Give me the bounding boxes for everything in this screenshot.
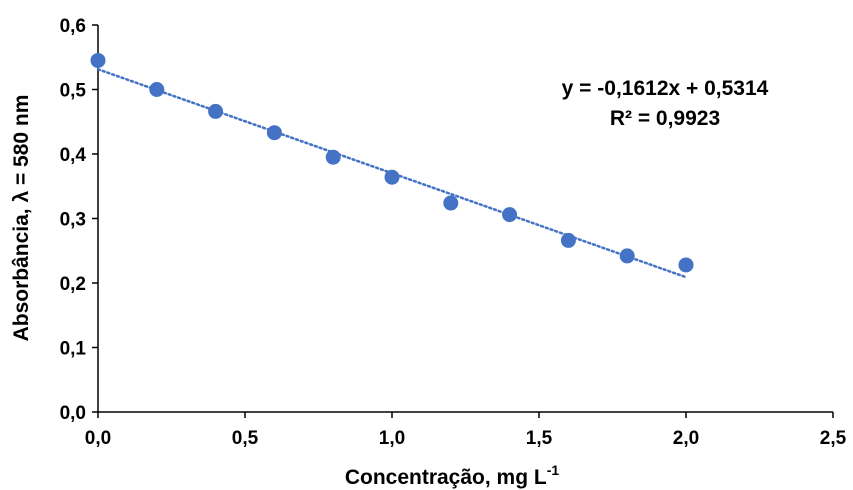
x-tick-label: 2,5: [820, 428, 847, 449]
data-point: [619, 248, 635, 264]
trendline-r2: R² = 0,9923: [610, 107, 720, 130]
x-axis-title: Concentração, mg L-1: [345, 462, 560, 489]
x-tick-label: 1,5: [526, 428, 553, 449]
trendline-equation: y = -0,1612x + 0,5314: [562, 77, 769, 100]
data-point: [384, 169, 400, 185]
x-tick-label: 1,0: [379, 428, 405, 449]
data-point: [443, 195, 459, 211]
y-tick-label: 0,6: [60, 16, 86, 37]
tick-labels: 0,0 0,1 0,2 0,3 0,4 0,5 0,6 0,0 0,5 1,0 1,5 2,0 2,5: [60, 16, 847, 449]
y-axis-title: Absorbância, λ = 580 nm: [10, 95, 33, 342]
tick-marks: [92, 24, 834, 418]
y-tick-label: 0,5: [60, 81, 87, 102]
y-tick-label: 0,2: [60, 274, 86, 295]
data-points: [90, 52, 694, 273]
data-point: [266, 125, 282, 141]
data-point: [678, 257, 694, 273]
y-tick-label: 0,1: [60, 339, 87, 360]
data-point: [149, 82, 165, 97]
data-point: [325, 149, 341, 165]
x-axis-title-superscript: -1: [547, 462, 560, 478]
x-tick-label: 2,0: [673, 428, 699, 449]
y-tick-label: 0,0: [60, 403, 86, 424]
data-point: [560, 232, 576, 248]
y-tick-label: 0,4: [60, 145, 87, 166]
data-point: [90, 52, 106, 68]
data-point: [502, 207, 518, 223]
y-tick-label: 0,3: [60, 210, 86, 231]
x-tick-label: 0,5: [232, 428, 259, 449]
data-point: [208, 103, 224, 119]
x-tick-label: 0,0: [85, 428, 111, 449]
x-axis-title-main: Concentração, mg L: [345, 466, 547, 489]
